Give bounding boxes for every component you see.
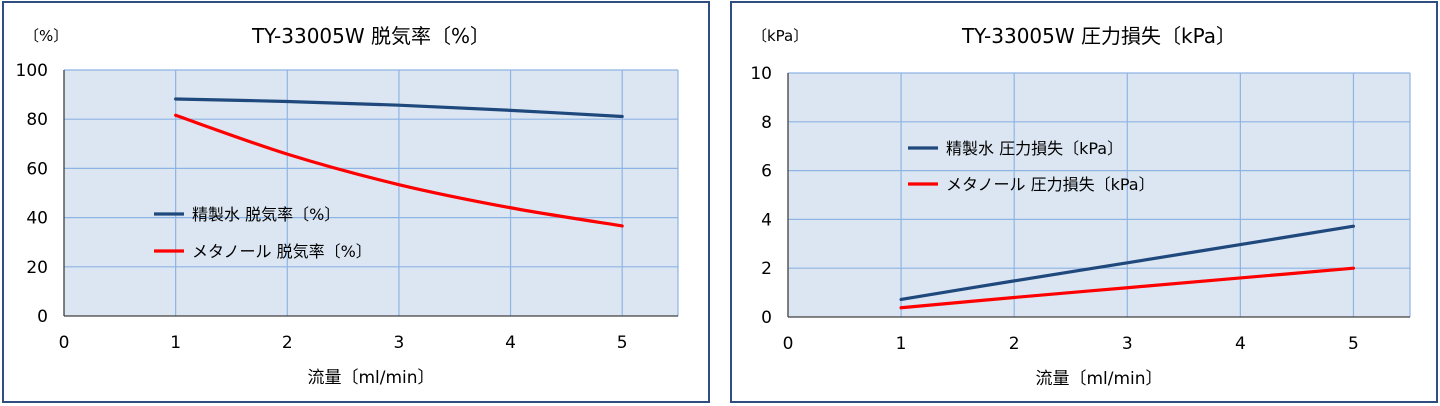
y-tick-label: 6 [761, 162, 772, 182]
y-tick-label: 20 [26, 258, 48, 278]
degassing-rate-chart: 0 20 40 60 80 100 0 1 2 3 4 5 TY-33005W 脱気率〔%〕 〔%〕流量〔… [2, 1, 710, 403]
x-tick-label: 3 [1122, 334, 1133, 354]
y-tick-label: 0 [761, 308, 772, 328]
x-tick-label: 1 [170, 333, 181, 353]
y-tick-label: 40 [26, 209, 48, 229]
y-tick-label: 8 [761, 113, 772, 133]
y-tick-label: 80 [26, 110, 48, 130]
y-tick-label: 0 [37, 307, 48, 327]
x-tick-label: 0 [783, 334, 794, 354]
chart-title: TY-33005W 脱気率〔%〕 [251, 24, 490, 48]
y-tick-label: 100 [16, 61, 48, 81]
legend-label-1: メタノール 脱気率〔%〕 [192, 242, 372, 261]
chart-title: TY-33005W 圧力損失〔kPa〕 [961, 24, 1236, 48]
plot-area [788, 73, 1410, 317]
degassing-rate-chart-svg: 0 20 40 60 80 100 0 1 2 3 4 5 TY-33005W 脱気率〔%〕 〔%〕流量〔… [16, 24, 679, 388]
x-axis-label: 流量〔ml/min〕 [1035, 369, 1162, 389]
y-tick-label: 60 [26, 159, 48, 179]
legend-label-1: メタノール 圧力損失〔kPa〕 [946, 175, 1155, 194]
x-tick-label: 0 [59, 333, 70, 353]
x-tick-label: 2 [282, 333, 293, 353]
x-tick-label: 4 [1235, 334, 1246, 354]
x-tick-label: 3 [393, 333, 404, 353]
x-tick-label: 4 [505, 333, 516, 353]
legend-label-0: 精製水 圧力損失〔kPa〕 [946, 139, 1123, 158]
unit-label: 〔kPa〕 [752, 27, 808, 45]
x-tick-label: 2 [1009, 334, 1020, 354]
series-line-0 [899, 224, 1356, 302]
y-tick-label: 2 [761, 259, 772, 279]
series-line-1 [899, 266, 1356, 310]
x-tick-label: 5 [1348, 334, 1359, 354]
unit-label: 〔%〕 [24, 27, 68, 45]
y-tick-label: 4 [761, 210, 772, 230]
x-axis-label: 流量〔ml/min〕 [307, 368, 434, 388]
series-line-1 [174, 113, 624, 228]
plot-area [64, 70, 678, 316]
pressure-loss-chart-svg: 0 2 4 6 8 10 0 1 2 3 4 5 TY-33005W 圧力損失〔kPa〕 〔kPa〕流量〔… [750, 24, 1411, 389]
x-tick-label: 1 [896, 334, 907, 354]
y-tick-label: 10 [750, 64, 772, 84]
pressure-loss-chart: 0 2 4 6 8 10 0 1 2 3 4 5 TY-33005W 圧力損失〔kPa〕 〔kPa〕流量〔… [730, 1, 1438, 403]
x-tick-label: 5 [617, 333, 628, 353]
series-line-0 [174, 97, 624, 119]
legend-label-0: 精製水 脱気率〔%〕 [192, 205, 340, 224]
